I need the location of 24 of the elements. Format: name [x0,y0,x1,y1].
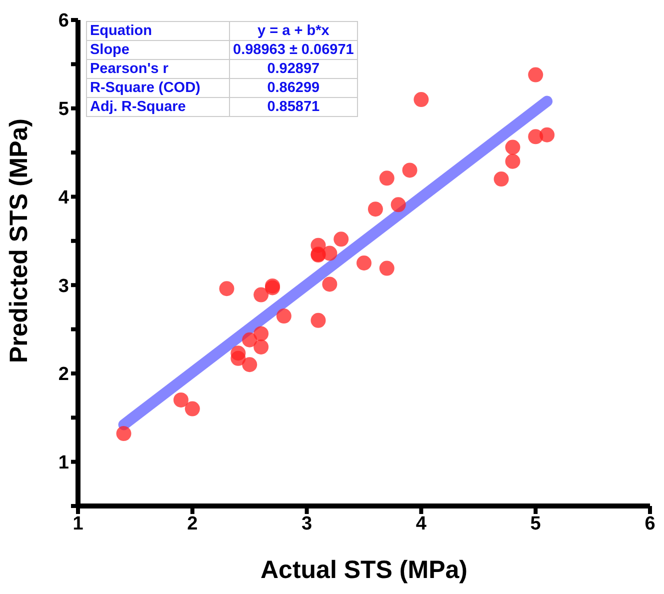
y-axis-title: Predicted STS (MPa) [4,118,33,363]
annotation: 0.85871 [230,98,358,116]
annotation: Slope [86,40,230,60]
x-tick-label: 6 [644,513,656,534]
y-tick-label: 1 [58,452,70,474]
y-tick-label: 6 [58,10,69,32]
annotation: 0.92897 [230,60,358,78]
x-tick-label: 3 [302,513,312,534]
annotation: 0.98963 ± 0.06971 [230,40,358,60]
annotation: R-Square (COD) [86,78,230,98]
y-tick-label: 5 [58,99,70,120]
x-axis-title: Actual STS (MPa) [260,556,468,584]
annotation: 0.86299 [230,78,358,98]
annotation: Pearson's r [86,60,230,78]
x-tick-label: 2 [187,513,198,534]
y-tick-label: 3 [58,276,69,297]
y-tick-label: 4 [58,187,70,208]
x-tick-label: 4 [416,513,427,534]
x-tick-label: 1 [72,513,84,534]
annotation: Equation [86,22,230,40]
annotation: Adj. R-Square [86,98,230,116]
annotation: y = a + b*x [230,22,358,40]
y-tick-label: 2 [58,364,69,386]
x-tick-label: 5 [530,513,542,534]
